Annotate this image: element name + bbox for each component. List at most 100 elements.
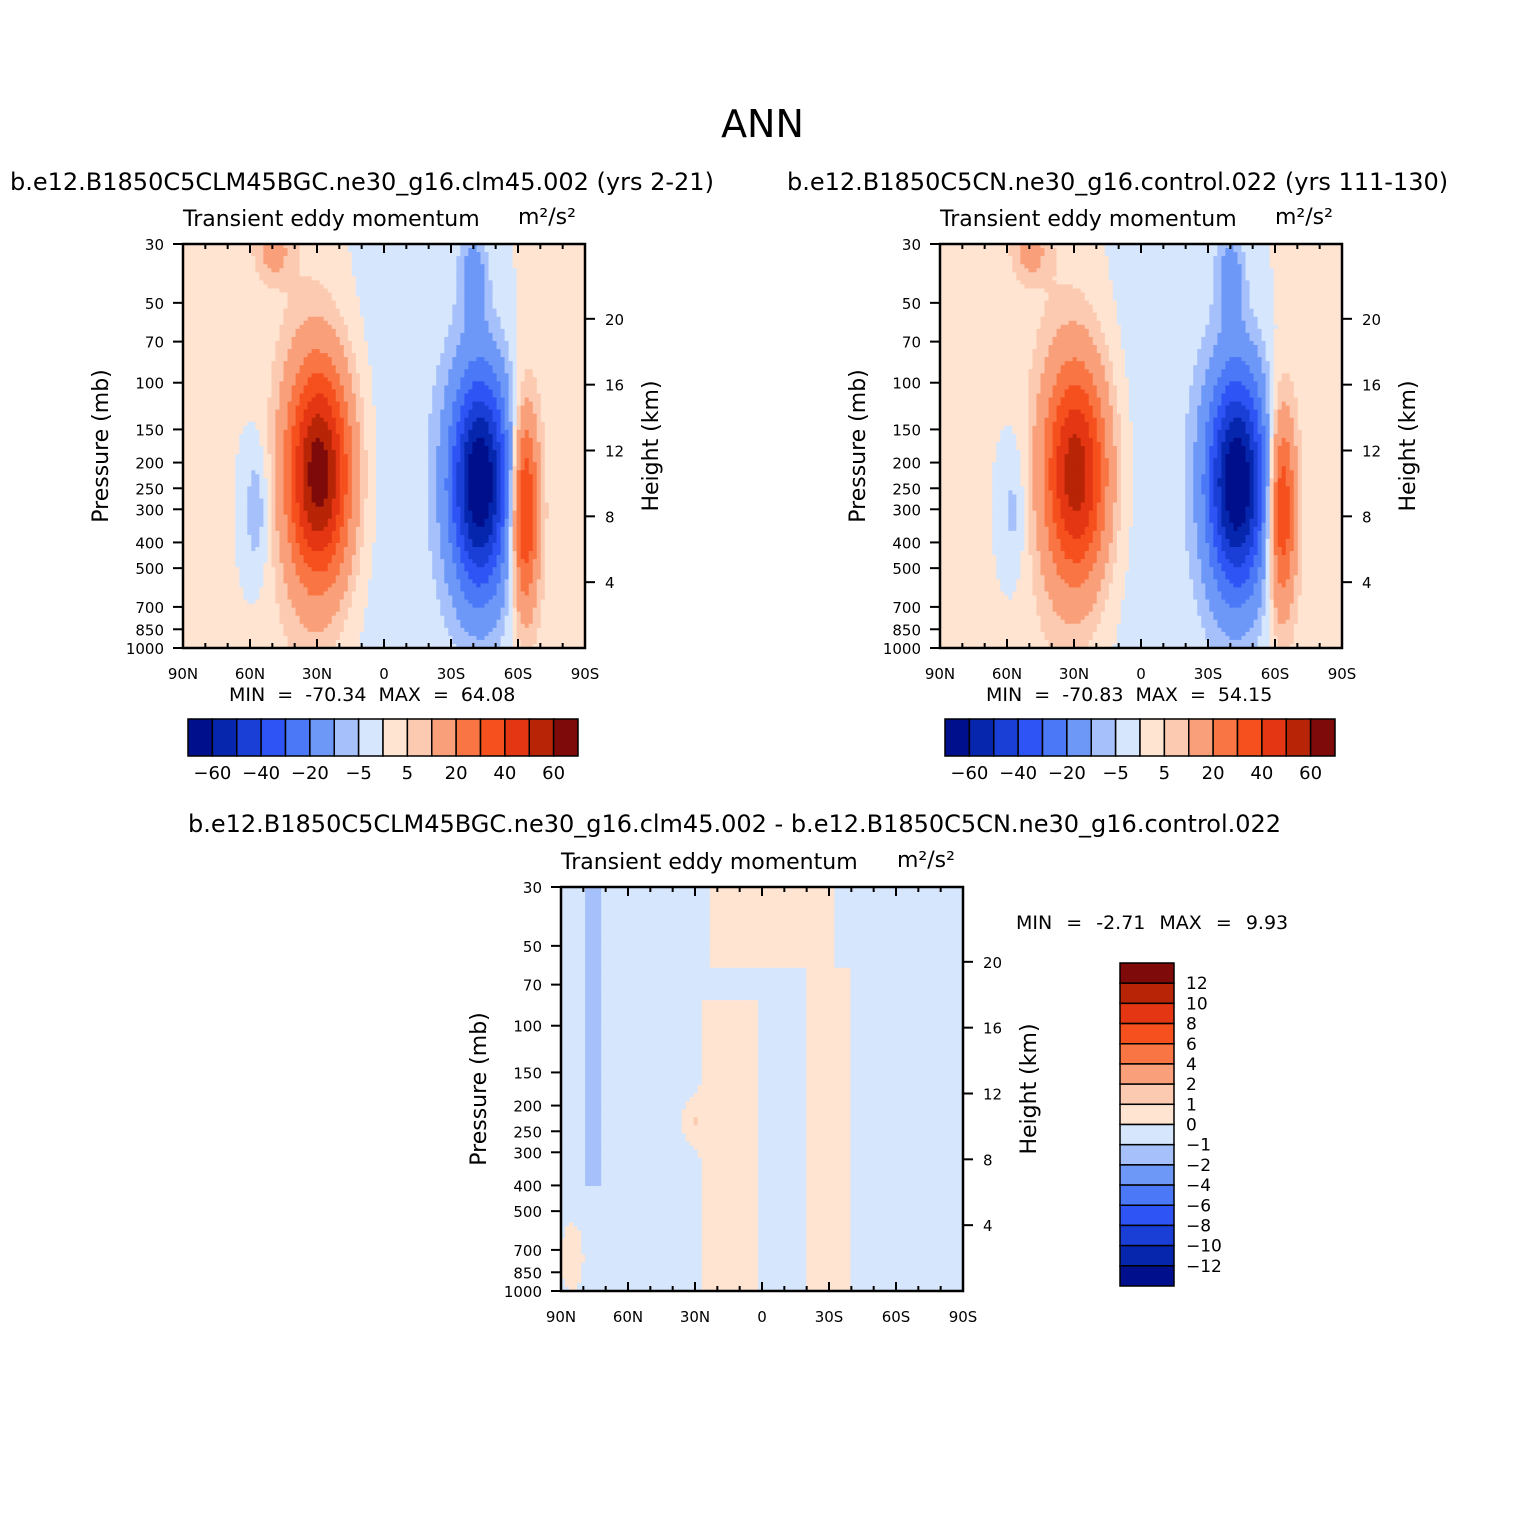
- field-cell: [235, 571, 240, 576]
- field-cell: [263, 450, 269, 455]
- field-cell: [243, 510, 248, 516]
- field-cell: [215, 248, 220, 253]
- field-cell: [287, 619, 293, 625]
- field-cell: [375, 324, 381, 330]
- field-cell: [335, 332, 341, 338]
- field-cell: [339, 635, 345, 641]
- field-cell: [331, 304, 337, 310]
- field-cell: [319, 441, 325, 447]
- field-cell: [247, 538, 252, 544]
- field-cell: [331, 244, 337, 249]
- field-cell: [211, 579, 216, 584]
- field-cell: [183, 244, 188, 249]
- field-cell: [379, 514, 385, 520]
- field-cell: [335, 268, 341, 273]
- field-cell: [247, 385, 252, 391]
- field-cell: [267, 462, 273, 467]
- field-cell: [211, 357, 216, 362]
- field-cell: [267, 361, 273, 366]
- field-cell: [355, 300, 361, 306]
- field-cell: [359, 437, 365, 443]
- field-cell: [355, 607, 361, 613]
- field-cell: [211, 450, 216, 455]
- field-cell: [379, 365, 385, 370]
- field-cell: [259, 591, 264, 597]
- field-cell: [287, 526, 293, 532]
- field-cell: [363, 324, 369, 330]
- field-cell: [187, 357, 192, 362]
- field-cell: [351, 252, 357, 257]
- field-cell: [343, 470, 349, 475]
- field-cell: [279, 635, 285, 641]
- field-cell: [335, 340, 341, 346]
- field-cell: [263, 300, 269, 306]
- field-cell: [299, 526, 305, 532]
- field-cell: [195, 292, 200, 298]
- field-cell: [251, 437, 256, 443]
- field-cell: [351, 373, 357, 378]
- field-cell: [303, 425, 309, 431]
- field-cell: [319, 494, 325, 500]
- field-cell: [287, 518, 293, 524]
- field-cell: [315, 534, 321, 540]
- field-cell: [247, 292, 252, 298]
- field-cell: [307, 575, 313, 580]
- field-cell: [263, 441, 269, 447]
- field-cell: [267, 401, 273, 407]
- field-cell: [263, 631, 269, 637]
- field-cell: [259, 312, 264, 318]
- field-cell: [279, 320, 285, 326]
- field-cell: [271, 272, 277, 277]
- field-cell: [339, 490, 345, 496]
- field-cell: [183, 559, 188, 564]
- field-cell: [251, 615, 256, 621]
- field-cell: [191, 409, 196, 415]
- field-cell: [303, 563, 309, 568]
- field-cell: [347, 466, 353, 471]
- field-cell: [363, 393, 369, 399]
- field-cell: [203, 365, 208, 370]
- field-cell: [231, 316, 236, 322]
- field-cell: [231, 369, 236, 374]
- field-cell: [199, 595, 204, 601]
- field-cell: [267, 377, 273, 382]
- field-cell: [263, 264, 269, 269]
- field-cell: [183, 345, 188, 350]
- field-cell: [295, 292, 301, 298]
- field-cell: [335, 555, 341, 560]
- field-cell: [335, 583, 341, 588]
- field-cell: [263, 635, 269, 641]
- field-cell: [259, 369, 264, 374]
- field-cell: [199, 514, 204, 520]
- field-cell: [371, 458, 377, 463]
- field-cell: [331, 345, 337, 350]
- field-cell: [291, 381, 297, 386]
- field-cell: [319, 571, 325, 576]
- field-cell: [187, 353, 192, 358]
- field-cell: [195, 349, 200, 354]
- field-cell: [323, 324, 329, 330]
- field-cell: [343, 393, 349, 399]
- field-cell: [247, 490, 252, 496]
- field-cell: [227, 639, 232, 645]
- field-cell: [183, 304, 188, 310]
- field-cell: [243, 361, 248, 366]
- field-cell: [323, 361, 329, 366]
- field-cell: [195, 603, 200, 609]
- field-cell: [211, 316, 216, 322]
- field-cell: [251, 284, 256, 290]
- field-cell: [307, 308, 313, 314]
- field-cell: [211, 300, 216, 306]
- field-cell: [319, 332, 325, 338]
- field-cell: [231, 474, 236, 479]
- field-cell: [307, 603, 313, 609]
- field-cell: [295, 413, 301, 419]
- field-cell: [215, 567, 220, 572]
- field-cell: [363, 639, 369, 645]
- field-cell: [379, 389, 385, 395]
- field-cell: [203, 268, 208, 273]
- field-cell: [367, 272, 373, 277]
- field-cell: [371, 296, 377, 302]
- field-cell: [195, 595, 200, 601]
- field-cell: [255, 551, 260, 556]
